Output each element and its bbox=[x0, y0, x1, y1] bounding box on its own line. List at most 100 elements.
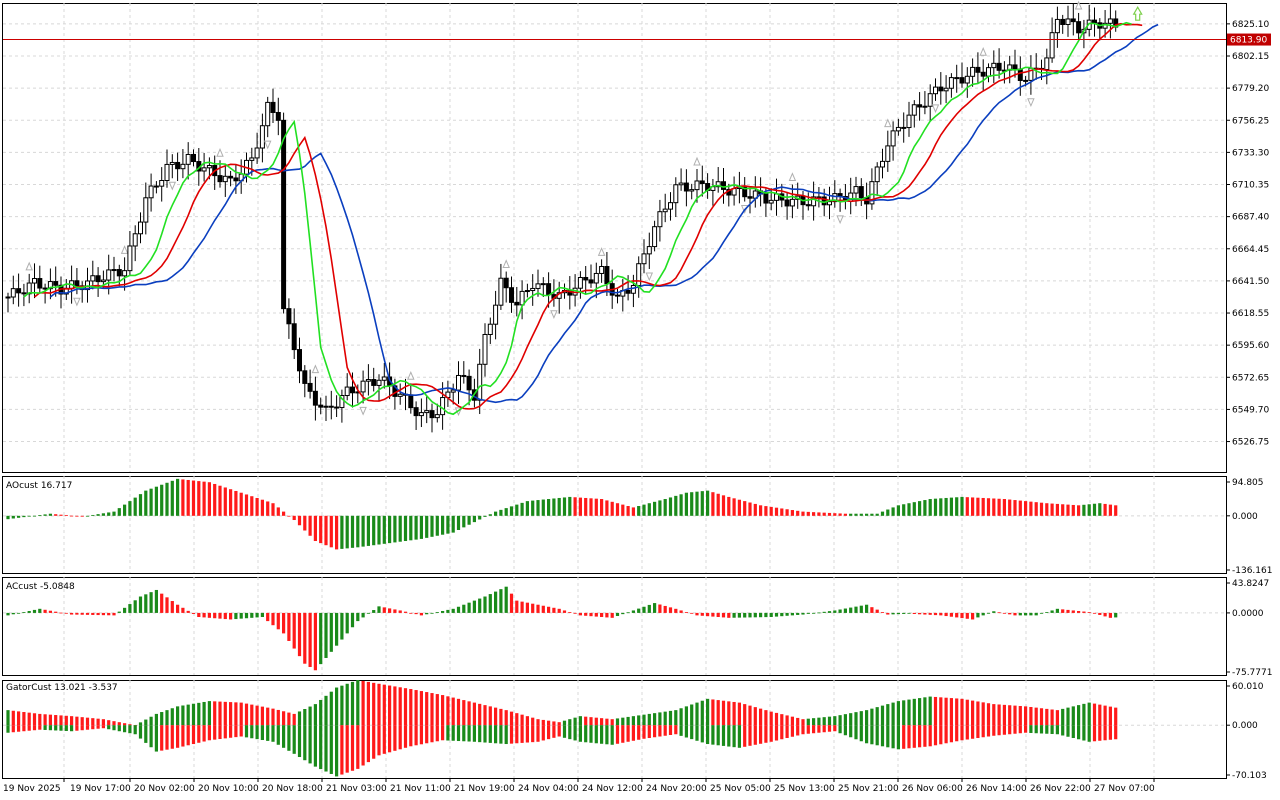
candle-body[interactable] bbox=[233, 177, 239, 182]
candle-body[interactable] bbox=[434, 414, 440, 419]
candle-body[interactable] bbox=[413, 407, 419, 417]
candle-body[interactable] bbox=[111, 269, 117, 272]
ac-pane[interactable] bbox=[6, 586, 1118, 671]
candle-body[interactable] bbox=[37, 278, 43, 289]
candle-body[interactable] bbox=[630, 284, 636, 294]
candle-body[interactable] bbox=[10, 288, 16, 298]
candle-body[interactable] bbox=[334, 406, 340, 409]
candle-body[interactable] bbox=[90, 275, 96, 282]
candle-body[interactable] bbox=[853, 186, 859, 194]
candle-body[interactable] bbox=[895, 126, 901, 132]
candle-body[interactable] bbox=[1044, 57, 1050, 70]
candle-body[interactable] bbox=[381, 376, 387, 381]
candle-body[interactable] bbox=[222, 175, 228, 183]
candle-body[interactable] bbox=[546, 283, 552, 296]
candle-body[interactable] bbox=[254, 147, 260, 159]
candle-body[interactable] bbox=[593, 272, 599, 284]
candle-body[interactable] bbox=[47, 281, 53, 290]
candle-body[interactable] bbox=[259, 125, 265, 149]
candle-body[interactable] bbox=[429, 410, 435, 419]
candle-body[interactable] bbox=[1023, 79, 1029, 82]
candle-body[interactable] bbox=[116, 269, 122, 277]
candle-body[interactable] bbox=[657, 211, 663, 228]
candle-body[interactable] bbox=[1012, 64, 1018, 70]
candle-body[interactable] bbox=[604, 266, 610, 285]
candle-body[interactable] bbox=[5, 296, 11, 299]
candle-body[interactable] bbox=[32, 278, 37, 284]
candle-body[interactable] bbox=[302, 370, 308, 384]
candle-body[interactable] bbox=[42, 287, 48, 290]
candle-body[interactable] bbox=[323, 405, 329, 408]
candle-body[interactable] bbox=[312, 390, 318, 406]
candle-body[interactable] bbox=[95, 275, 101, 283]
candle-body[interactable] bbox=[408, 394, 414, 409]
candle-body[interactable] bbox=[964, 75, 970, 84]
candle-body[interactable] bbox=[890, 130, 896, 147]
candle-body[interactable] bbox=[986, 67, 991, 77]
candle-body[interactable] bbox=[789, 198, 795, 207]
candle-body[interactable] bbox=[599, 266, 605, 274]
candle-body[interactable] bbox=[948, 77, 954, 89]
candle-body[interactable] bbox=[535, 283, 541, 289]
candle-body[interactable] bbox=[980, 71, 986, 77]
candle-body[interactable] bbox=[721, 181, 726, 190]
candle-body[interactable] bbox=[132, 233, 138, 247]
candle-body[interactable] bbox=[874, 166, 880, 183]
candle-body[interactable] bbox=[668, 202, 673, 210]
candle-body[interactable] bbox=[265, 101, 271, 127]
candle-body[interactable] bbox=[742, 186, 748, 198]
candle-body[interactable] bbox=[16, 288, 22, 294]
candle-body[interactable] bbox=[768, 199, 774, 204]
candle-body[interactable] bbox=[477, 363, 483, 401]
candle-body[interactable] bbox=[625, 290, 631, 294]
candle-body[interactable] bbox=[1107, 18, 1113, 24]
candle-body[interactable] bbox=[832, 193, 838, 203]
candle-body[interactable] bbox=[689, 189, 695, 192]
candle-body[interactable] bbox=[275, 111, 281, 121]
candle-body[interactable] bbox=[959, 77, 965, 84]
candle-body[interactable] bbox=[503, 277, 509, 289]
candle-body[interactable] bbox=[180, 163, 186, 170]
candle-body[interactable] bbox=[646, 246, 652, 255]
candle-body[interactable] bbox=[297, 349, 302, 372]
candle-body[interactable] bbox=[1054, 18, 1060, 34]
candle-body[interactable] bbox=[583, 276, 589, 281]
candle-body[interactable] bbox=[53, 281, 59, 286]
candle-body[interactable] bbox=[927, 93, 933, 107]
candle-body[interactable] bbox=[365, 379, 371, 382]
candle-body[interactable] bbox=[318, 404, 324, 408]
candle-body[interactable] bbox=[524, 290, 530, 293]
candle-body[interactable] bbox=[662, 208, 668, 213]
candle-body[interactable] bbox=[424, 410, 430, 414]
candle-body[interactable] bbox=[1060, 18, 1066, 25]
candle-body[interactable] bbox=[153, 185, 159, 188]
candle-body[interactable] bbox=[922, 105, 928, 108]
candle-body[interactable] bbox=[466, 375, 472, 391]
candle-body[interactable] bbox=[577, 276, 583, 289]
candle-body[interactable] bbox=[943, 87, 949, 92]
candle-body[interactable] bbox=[1065, 18, 1071, 25]
candle-body[interactable] bbox=[286, 308, 292, 325]
candle-body[interactable] bbox=[461, 374, 467, 377]
candle-body[interactable] bbox=[699, 180, 705, 185]
candle-body[interactable] bbox=[291, 323, 297, 351]
candle-body[interactable] bbox=[440, 397, 446, 416]
candle-body[interactable] bbox=[673, 184, 679, 204]
candle-body[interactable] bbox=[307, 382, 313, 392]
candle-body[interactable] bbox=[996, 62, 1002, 71]
candle-body[interactable] bbox=[74, 280, 80, 287]
candle-body[interactable] bbox=[21, 292, 27, 295]
candle-body[interactable] bbox=[106, 269, 112, 281]
candle-body[interactable] bbox=[228, 175, 234, 179]
candle-body[interactable] bbox=[498, 277, 504, 306]
candle-body[interactable] bbox=[514, 301, 520, 306]
candle-body[interactable] bbox=[858, 186, 864, 199]
candle-body[interactable] bbox=[217, 175, 223, 183]
candle-body[interactable] bbox=[191, 153, 196, 163]
candle-body[interactable] bbox=[694, 180, 700, 191]
candle-body[interactable] bbox=[100, 279, 106, 283]
candle-body[interactable] bbox=[350, 386, 355, 394]
candle-body[interactable] bbox=[509, 287, 514, 303]
candle-body[interactable] bbox=[784, 199, 790, 207]
